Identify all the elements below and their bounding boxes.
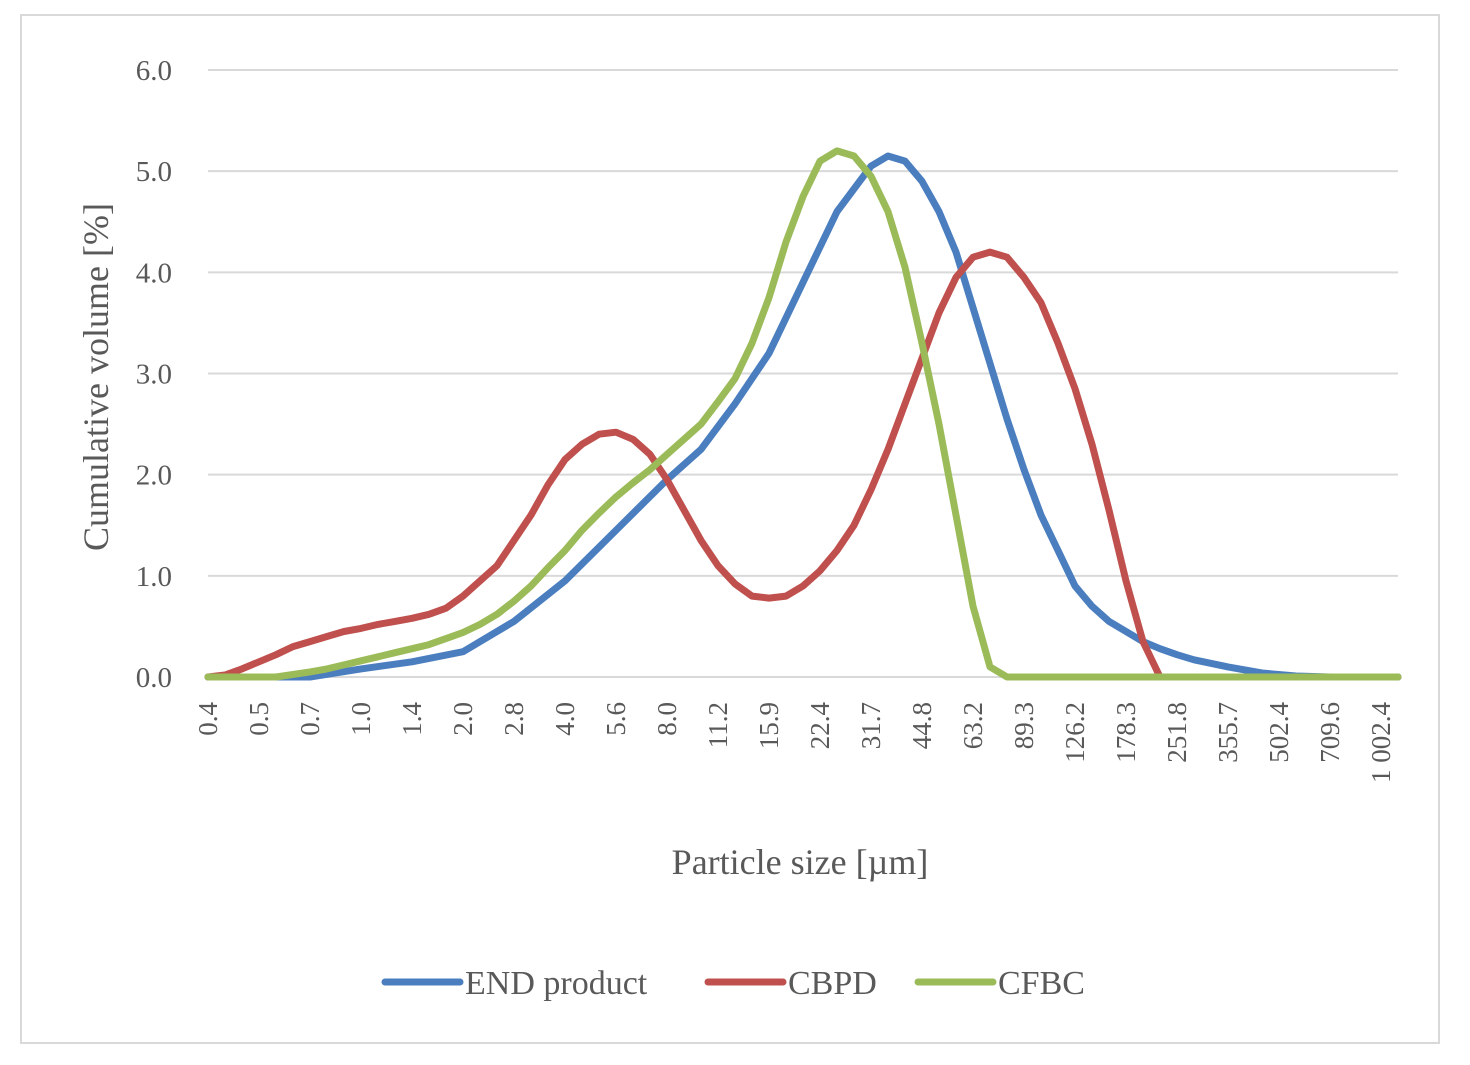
legend-label: END product (465, 965, 648, 1002)
x-tick-label: 11.2 (703, 702, 733, 748)
x-tick-label: 1.4 (397, 702, 427, 736)
x-tick-label: 178.3 (1111, 702, 1141, 763)
x-tick-label: 709.6 (1315, 702, 1345, 763)
x-tick-label: 5.6 (601, 702, 631, 736)
x-tick-label: 0.5 (244, 702, 274, 736)
x-tick-label: 0.4 (193, 702, 223, 736)
y-tick-label: 3.0 (136, 359, 172, 391)
chart-frame (20, 14, 1440, 1044)
x-tick-label: 89.3 (1009, 702, 1039, 749)
y-axis-ticks: 0.0 1.0 2.0 3.0 4.0 5.0 6.0 (136, 55, 172, 694)
x-tick-label: 44.8 (907, 702, 937, 749)
series-lines (204, 147, 1402, 681)
series-line-cbpd (204, 248, 1402, 681)
x-tick-label: 1 002.4 (1366, 702, 1396, 784)
y-axis-title: Cumulative volume [%] (76, 203, 116, 551)
y-tick-label: 5.0 (136, 156, 172, 188)
x-tick-label: 0.7 (295, 702, 325, 736)
legend-label: CBPD (788, 965, 877, 1002)
x-tick-label: 2.8 (499, 702, 529, 736)
x-tick-label: 8.0 (652, 702, 682, 736)
y-tick-label: 0.0 (136, 662, 172, 694)
x-tick-label: 4.0 (550, 702, 580, 736)
y-tick-label: 1.0 (136, 561, 172, 593)
x-tick-label: 1.0 (346, 702, 376, 736)
x-tick-label: 2.0 (448, 702, 478, 736)
x-tick-label: 22.4 (805, 702, 835, 750)
x-tick-label: 15.9 (754, 702, 784, 749)
x-axis-ticks: 0.4 0.5 0.7 1.0 1.4 2.0 2.8 4.0 5.6 8.0 11.2 15.9 22… (193, 702, 1396, 784)
y-tick-label: 2.0 (136, 460, 172, 492)
x-tick-label: 31.7 (856, 702, 886, 749)
y-tick-label: 4.0 (136, 257, 172, 289)
x-tick-label: 251.8 (1162, 702, 1192, 763)
x-tick-label: 355.7 (1213, 702, 1243, 763)
series-line-end-product (204, 152, 1402, 681)
x-tick-label: 63.2 (958, 702, 988, 749)
y-tick-label: 6.0 (136, 55, 172, 87)
legend: END product CBPD CFBC (381, 965, 1085, 1002)
series-line-cfbc (204, 147, 1402, 681)
x-axis-title: Particle size [µm] (672, 842, 929, 882)
x-tick-label: 126.2 (1060, 702, 1090, 763)
legend-label: CFBC (998, 965, 1085, 1002)
x-tick-label: 502.4 (1264, 702, 1294, 763)
